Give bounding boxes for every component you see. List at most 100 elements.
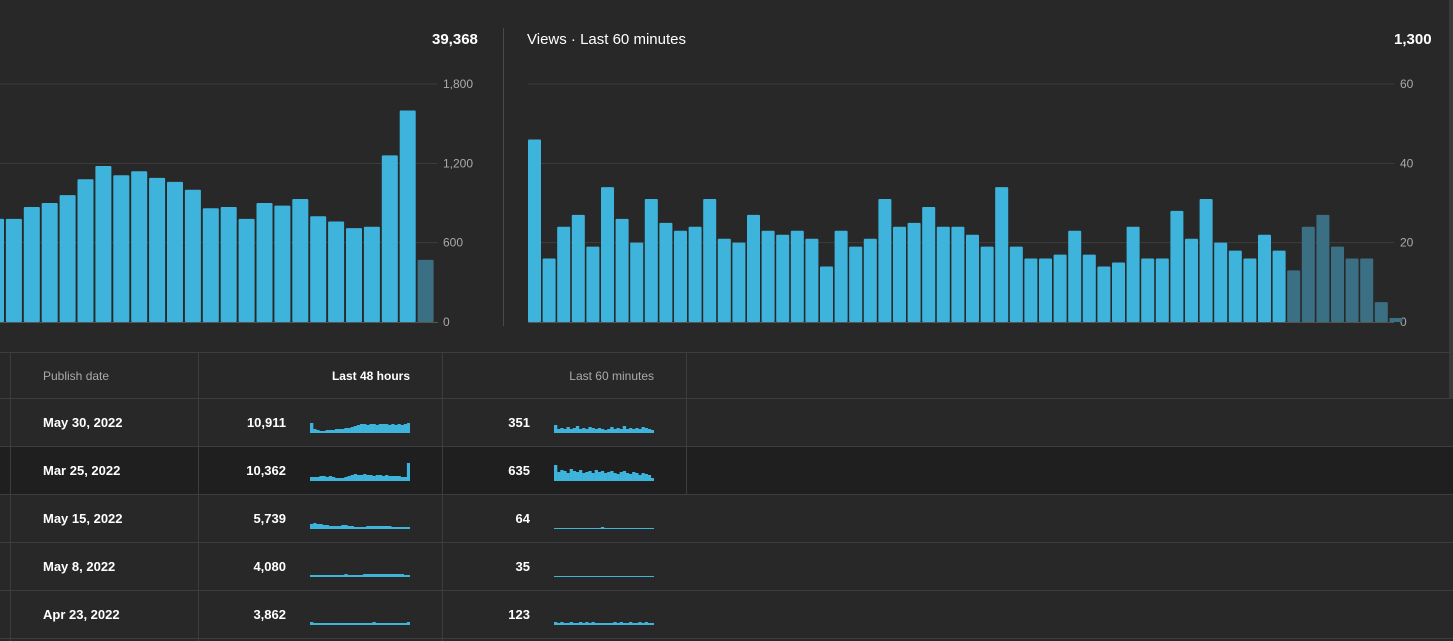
bar[interactable] [41, 203, 58, 322]
bar[interactable] [951, 226, 965, 322]
header-last-60-minutes[interactable]: Last 60 minutes [569, 369, 654, 383]
bar[interactable] [220, 206, 237, 322]
bar[interactable] [5, 218, 22, 322]
sparkline-bar [347, 428, 351, 433]
bar[interactable] [820, 266, 833, 322]
bar[interactable] [1068, 230, 1082, 322]
bar[interactable] [184, 189, 201, 322]
bar[interactable] [292, 199, 309, 322]
bar[interactable] [256, 203, 273, 322]
sparkline-bar [310, 575, 314, 577]
table-row[interactable]: Mar 25, 2022 10,362 635 [0, 447, 1453, 495]
bar[interactable] [1039, 258, 1052, 322]
bar[interactable] [601, 187, 614, 322]
table-row[interactable]: May 30, 2022 10,911 351 [0, 399, 1453, 447]
bar[interactable] [761, 230, 775, 322]
bar[interactable] [907, 222, 921, 322]
bar[interactable] [717, 238, 731, 322]
bar[interactable] [542, 258, 556, 322]
bar[interactable] [1301, 226, 1315, 322]
bar[interactable] [732, 242, 746, 322]
views-48h-value: 5,739 [253, 511, 286, 526]
bar[interactable] [615, 218, 629, 322]
bar[interactable] [995, 187, 1009, 322]
bar[interactable] [310, 216, 327, 322]
bar[interactable] [149, 177, 166, 322]
bar[interactable] [1009, 246, 1023, 322]
sparkline-bar [650, 528, 654, 529]
bar[interactable] [1272, 250, 1286, 322]
bar[interactable] [1331, 246, 1344, 322]
bar[interactable] [1360, 258, 1374, 322]
bar[interactable] [849, 246, 863, 322]
bar[interactable] [77, 179, 94, 322]
bar[interactable] [528, 139, 541, 322]
bar[interactable] [346, 228, 362, 322]
bar[interactable] [274, 205, 291, 322]
publish-date: May 30, 2022 [43, 415, 123, 430]
bar[interactable] [1374, 302, 1388, 322]
bar[interactable] [586, 246, 600, 322]
bar[interactable] [790, 230, 804, 322]
bar[interactable] [1243, 258, 1257, 322]
bar[interactable] [59, 195, 76, 322]
header-publish-date[interactable]: Publish date [43, 369, 110, 383]
header-last-48-hours[interactable]: Last 48 hours [331, 369, 410, 383]
bar[interactable] [1214, 242, 1228, 322]
bar[interactable] [630, 242, 644, 322]
bar[interactable] [966, 234, 979, 322]
bar[interactable] [703, 199, 717, 322]
bar[interactable] [1389, 318, 1403, 322]
table-row[interactable]: May 15, 2022 5,739 64 [0, 495, 1453, 543]
bar[interactable] [1155, 258, 1169, 322]
bar[interactable] [1097, 266, 1111, 322]
bar[interactable] [1185, 238, 1198, 322]
bar[interactable] [1024, 258, 1038, 322]
bar[interactable] [936, 226, 950, 322]
bar[interactable] [1258, 234, 1271, 322]
bar[interactable] [674, 230, 687, 322]
bar[interactable] [95, 165, 112, 322]
bar[interactable] [1316, 214, 1330, 322]
bar[interactable] [167, 181, 183, 322]
bar[interactable] [893, 226, 906, 322]
bar[interactable] [131, 171, 148, 322]
bar[interactable] [363, 226, 380, 322]
bar[interactable] [980, 246, 994, 322]
bar[interactable] [688, 226, 702, 322]
bar[interactable] [1141, 258, 1155, 322]
bar[interactable] [238, 218, 255, 322]
bar[interactable] [1053, 254, 1067, 322]
views-60m-value: 123 [508, 607, 530, 622]
bar[interactable] [644, 199, 658, 322]
bar[interactable] [834, 230, 848, 322]
bar[interactable] [878, 199, 892, 322]
bar[interactable] [0, 218, 4, 322]
bar[interactable] [202, 208, 219, 322]
bar[interactable] [776, 234, 790, 322]
bar[interactable] [381, 155, 398, 322]
bar[interactable] [1170, 210, 1184, 322]
bar[interactable] [557, 226, 571, 322]
bar[interactable] [1112, 262, 1125, 323]
bar[interactable] [571, 214, 585, 322]
bar[interactable] [417, 259, 434, 322]
table-row[interactable]: May 8, 2022 4,080 35 [0, 543, 1453, 591]
bar[interactable] [1082, 254, 1096, 322]
bar[interactable] [805, 238, 819, 322]
bar[interactable] [922, 206, 936, 322]
table-row[interactable]: Apr 23, 2022 3,862 123 [0, 591, 1453, 639]
bar[interactable] [659, 222, 673, 322]
bar[interactable] [1287, 270, 1301, 322]
bar[interactable] [1126, 226, 1140, 322]
bar[interactable] [1199, 199, 1213, 322]
bar[interactable] [1345, 258, 1359, 322]
bar[interactable] [747, 214, 760, 322]
bar[interactable] [399, 110, 416, 322]
bar[interactable] [113, 175, 130, 322]
bar[interactable] [23, 206, 40, 322]
bar[interactable] [863, 238, 877, 322]
sparkline-bar [331, 477, 336, 481]
bar[interactable] [328, 221, 345, 322]
bar[interactable] [1228, 250, 1242, 322]
